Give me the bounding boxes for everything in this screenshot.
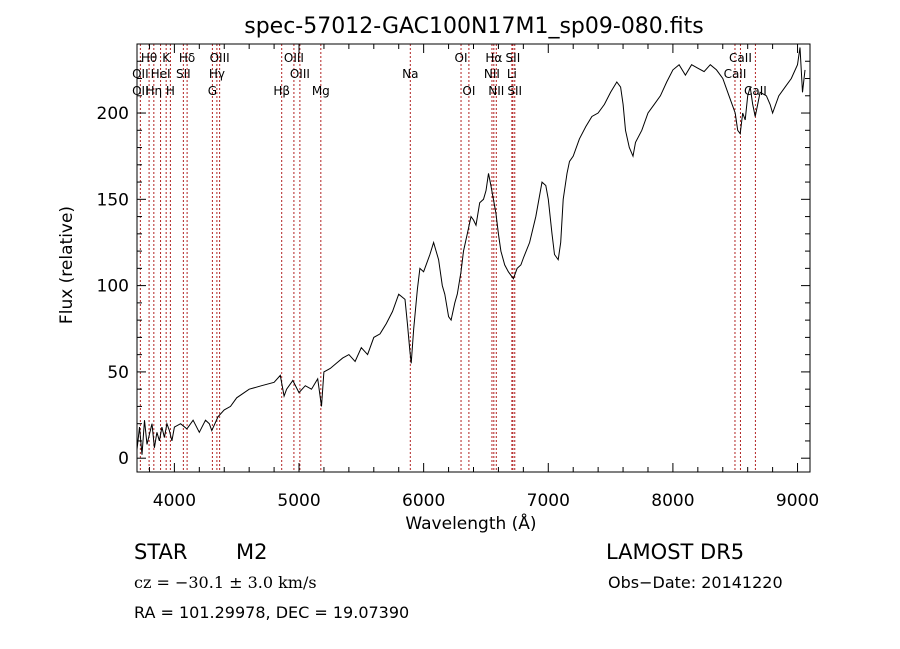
line-marker-label: Hθ [141,51,157,65]
y-axis-ticks: 0 50 100 150 200 [97,60,810,469]
y-axis-label: Flux (relative) [57,206,77,324]
x-tick-label: 6000 [402,491,445,511]
plot-frame [136,43,811,473]
line-marker-label: SII [506,51,521,65]
line-marker-label: Li [507,67,517,81]
line-marker-label: OII [132,67,149,81]
line-marker-label: Hγ [209,67,225,81]
line-marker-label: Hη [146,84,163,98]
line-marker-label: OII [132,84,149,98]
line-marker-label: Hβ [273,84,290,98]
survey-name: LAMOST DR5 [606,540,745,564]
line-marker-label: OIII [290,67,310,81]
line-marker-label: H [166,84,175,98]
line-marker-label: Hα [485,51,502,65]
line-marker-label: OIII [210,51,230,65]
x-tick-label: 8000 [651,491,694,511]
line-marker-label: CaII [724,67,747,81]
line-marker-label: HeI [151,67,171,81]
line-marker-label: G [208,84,217,98]
coordinates: RA = 101.29978, DEC = 19.07390 [134,603,410,622]
y-tick-label: 150 [97,190,129,210]
y-tick-label: 0 [118,449,129,469]
object-class: STAR [134,540,188,564]
line-marker-label: NII [484,67,500,81]
x-tick-label: 9000 [776,491,819,511]
line-marker-label: SII [176,67,191,81]
redshift-info: cz = −30.1 ± 3.0 km/s [134,573,317,592]
line-marker-label: Na [402,67,418,81]
line-marker-label: Mg [312,84,330,98]
x-axis-label: Wavelength (Å) [405,512,536,534]
x-axis-ticks: 4000 5000 6000 7000 8000 9000 [148,44,819,511]
x-tick-label: 4000 [153,491,196,511]
line-marker-label: OI [455,51,468,65]
line-marker-label: SII [507,84,522,98]
line-marker-label: CaII [729,51,752,65]
object-subclass: M2 [236,540,268,564]
line-marker-label: K [162,51,171,65]
x-tick-label: 7000 [527,491,570,511]
line-marker-label: OI [462,84,475,98]
y-tick-label: 100 [97,277,129,297]
x-tick-label: 5000 [277,491,320,511]
y-tick-label: 200 [97,104,129,124]
spectrum-line [136,47,806,455]
line-marker-label: OIII [284,51,304,65]
chart-title: spec-57012-GAC100N17M1_sp09-080.fits [244,14,704,39]
line-marker-label: NII [488,84,504,98]
line-marker-label: Hδ [179,51,195,65]
y-tick-label: 50 [107,363,129,383]
observation-date: Obs−Date: 20141220 [608,573,783,592]
line-markers [139,44,756,472]
